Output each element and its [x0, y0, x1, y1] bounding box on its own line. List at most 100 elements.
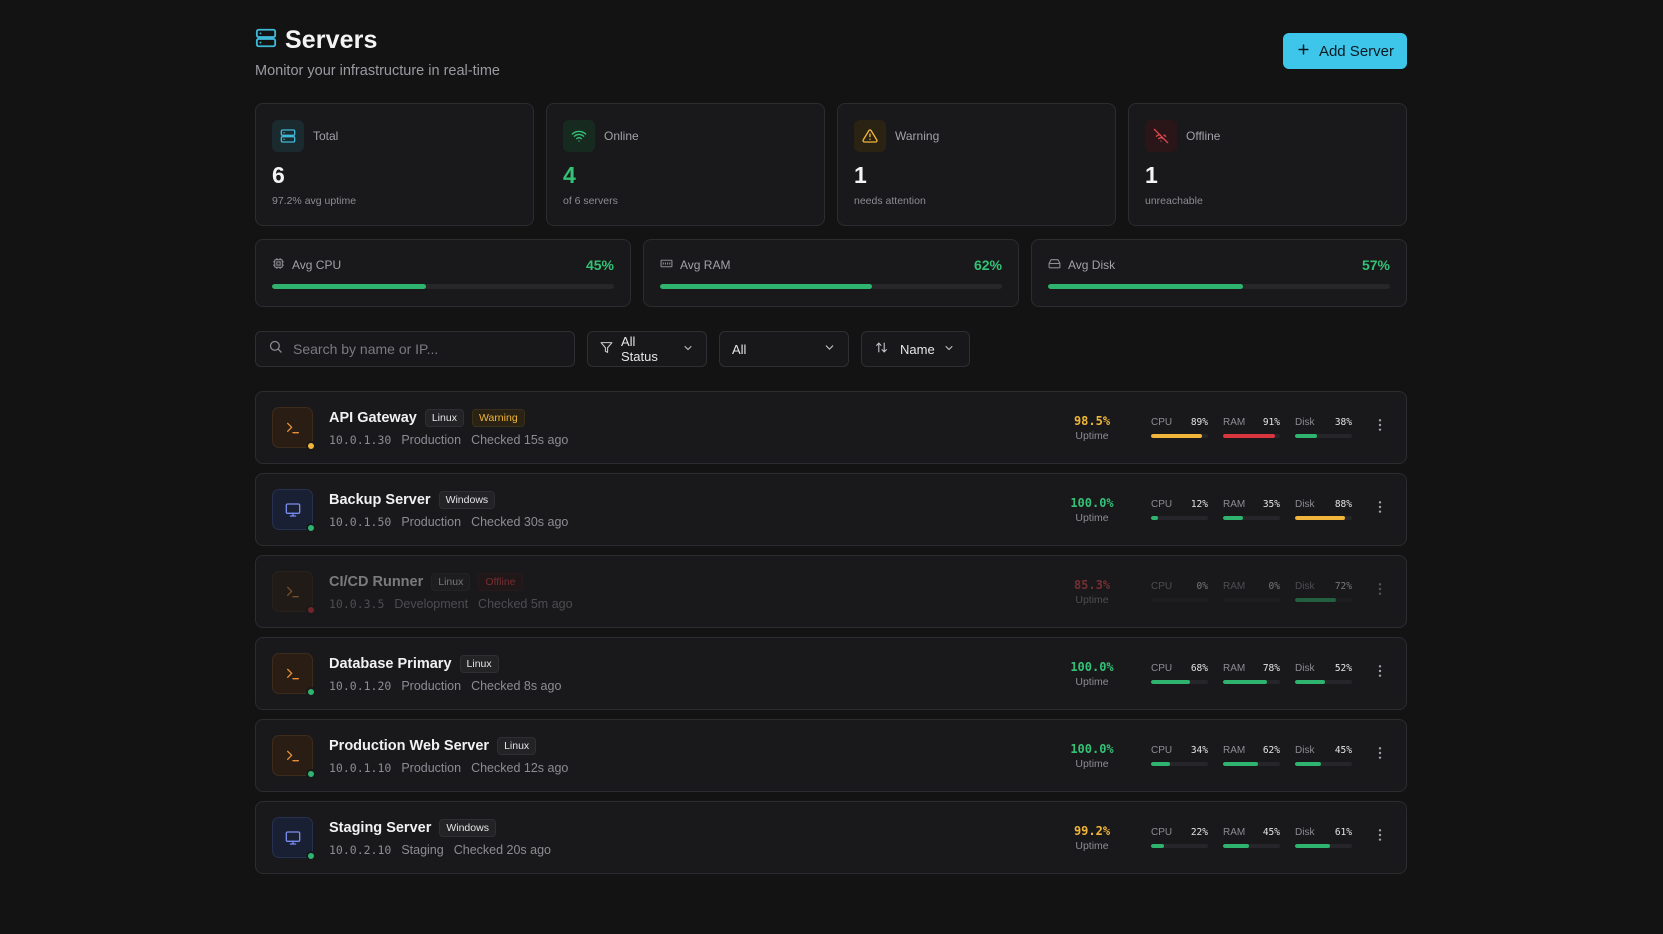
server-name[interactable]: Backup Server [329, 491, 431, 508]
sort-select[interactable]: Name [861, 331, 970, 367]
resource-ram: RAM 0% [1223, 581, 1280, 602]
more-options-button[interactable] [1370, 745, 1390, 766]
status-dot [306, 769, 316, 779]
chevron-down-icon [943, 342, 955, 357]
resource-fill [1223, 516, 1243, 520]
resource-disk: Disk 52% [1295, 663, 1352, 684]
stat-cards: Total 6 97.2% avg uptime Online 4 of 6 s… [255, 103, 1407, 226]
resource-track [1151, 844, 1208, 848]
resource-label: Disk [1295, 663, 1315, 674]
resource-value: 61% [1334, 827, 1352, 838]
resource-label: RAM [1223, 417, 1246, 428]
server-name[interactable]: API Gateway [329, 409, 417, 426]
uptime-value: 100.0% [1070, 741, 1114, 756]
server-name[interactable]: CI/CD Runner [329, 573, 424, 590]
resource-label: RAM [1223, 581, 1246, 592]
server-info: API Gateway Linux Warning 10.0.1.30 Prod… [329, 408, 1057, 447]
uptime-value: 98.5% [1073, 413, 1111, 428]
server-info: Backup Server Windows 10.0.1.50 Producti… [329, 490, 1057, 529]
stat-value: 1 [1145, 162, 1158, 188]
status-dot [306, 441, 316, 451]
meter-value: 45% [585, 257, 614, 273]
last-checked: Checked 12s ago [471, 760, 569, 775]
terminal-icon [272, 653, 316, 697]
stat-card-total: Total 6 97.2% avg uptime [255, 103, 534, 226]
server-info: CI/CD Runner Linux Offline 10.0.3.5 Deve… [329, 572, 1057, 611]
resource-fill [1223, 844, 1249, 848]
more-options-button[interactable] [1370, 827, 1390, 848]
avg-ram-card: Avg RAM 62% [643, 239, 1019, 307]
more-options-button[interactable] [1370, 499, 1390, 520]
server-name[interactable]: Database Primary [329, 655, 452, 672]
resource-label: CPU [1151, 663, 1173, 674]
more-options-button[interactable] [1370, 581, 1390, 602]
server-name[interactable]: Production Web Server [329, 737, 490, 754]
monitor-icon [272, 489, 316, 533]
server-row[interactable]: Production Web Server Linux 10.0.1.10 Pr… [255, 719, 1407, 792]
uptime-label: Uptime [1075, 593, 1109, 606]
server-info: Database Primary Linux 10.0.1.20 Product… [329, 654, 1057, 693]
resource-cpu: CPU 12% [1151, 499, 1208, 520]
status-filter-select[interactable]: All Status [587, 331, 707, 367]
resource-disk: Disk 72% [1295, 581, 1352, 602]
stat-value: 4 [563, 162, 576, 188]
resource-fill [1295, 516, 1346, 520]
stat-label: Warning [895, 129, 940, 143]
title-row: Servers [255, 26, 500, 55]
server-row[interactable]: Backup Server Windows 10.0.1.50 Producti… [255, 473, 1407, 546]
resource-fill [1223, 762, 1259, 766]
last-checked: Checked 8s ago [471, 678, 562, 693]
os-badge: Linux [431, 572, 471, 591]
resource-track [1295, 762, 1352, 766]
terminal-icon [272, 407, 316, 451]
resource-cpu: CPU 89% [1151, 417, 1208, 438]
resource-label: Disk [1295, 499, 1315, 510]
add-server-label: Add Server [1318, 42, 1394, 60]
stat-value: 6 [272, 162, 285, 188]
title-block: Servers Monitor your infrastructure in r… [255, 26, 500, 79]
server-row[interactable]: Database Primary Linux 10.0.1.20 Product… [255, 637, 1407, 710]
resource-fill [1295, 434, 1317, 438]
resource-ram: RAM 91% [1223, 417, 1280, 438]
server-environment: Production [401, 760, 462, 775]
uptime-value: 100.0% [1070, 495, 1114, 510]
server-row[interactable]: API Gateway Linux Warning 10.0.1.30 Prod… [255, 391, 1407, 464]
resource-value: 0% [1196, 581, 1208, 592]
resource-disk: Disk 61% [1295, 827, 1352, 848]
resource-track [1295, 434, 1352, 438]
resource-track [1295, 516, 1352, 520]
server-row[interactable]: Staging Server Windows 10.0.2.10 Staging… [255, 801, 1407, 874]
resource-usage: CPU 12% RAM 35% Disk 88% [1151, 499, 1352, 520]
sort-value: Name [900, 341, 935, 357]
search-input[interactable] [293, 341, 562, 357]
average-meters: Avg CPU 45% Avg RAM 62% [255, 239, 1407, 307]
resource-label: Disk [1295, 745, 1315, 756]
add-server-button[interactable]: Add Server [1282, 33, 1407, 69]
environment-filter-value: All [732, 341, 747, 357]
meter-fill [272, 284, 426, 289]
resource-value: 68% [1190, 663, 1208, 674]
more-options-button[interactable] [1370, 663, 1390, 684]
resource-label: RAM [1223, 745, 1246, 756]
resource-label: Disk [1295, 827, 1315, 838]
resource-track [1223, 762, 1280, 766]
server-ip: 10.0.3.5 [329, 596, 385, 611]
status-filter-value: All Status [621, 334, 658, 364]
last-checked: Checked 20s ago [453, 842, 552, 857]
sort-icon [875, 341, 888, 357]
resource-value: 35% [1262, 499, 1280, 510]
server-info: Staging Server Windows 10.0.2.10 Staging… [329, 818, 1057, 857]
server-environment: Production [401, 678, 462, 693]
status-dot [306, 605, 316, 615]
os-badge: Windows [438, 490, 496, 509]
more-options-button[interactable] [1370, 417, 1390, 438]
server-row[interactable]: CI/CD Runner Linux Offline 10.0.3.5 Deve… [255, 555, 1407, 628]
environment-filter-select[interactable]: All [719, 331, 849, 367]
server-stack-icon [255, 27, 277, 54]
resource-ram: RAM 45% [1223, 827, 1280, 848]
resource-cpu: CPU 0% [1151, 581, 1208, 602]
avg-disk-card: Avg Disk 57% [1031, 239, 1407, 307]
plus-icon [1296, 42, 1311, 61]
resource-value: 91% [1262, 417, 1280, 428]
server-name[interactable]: Staging Server [329, 819, 432, 836]
